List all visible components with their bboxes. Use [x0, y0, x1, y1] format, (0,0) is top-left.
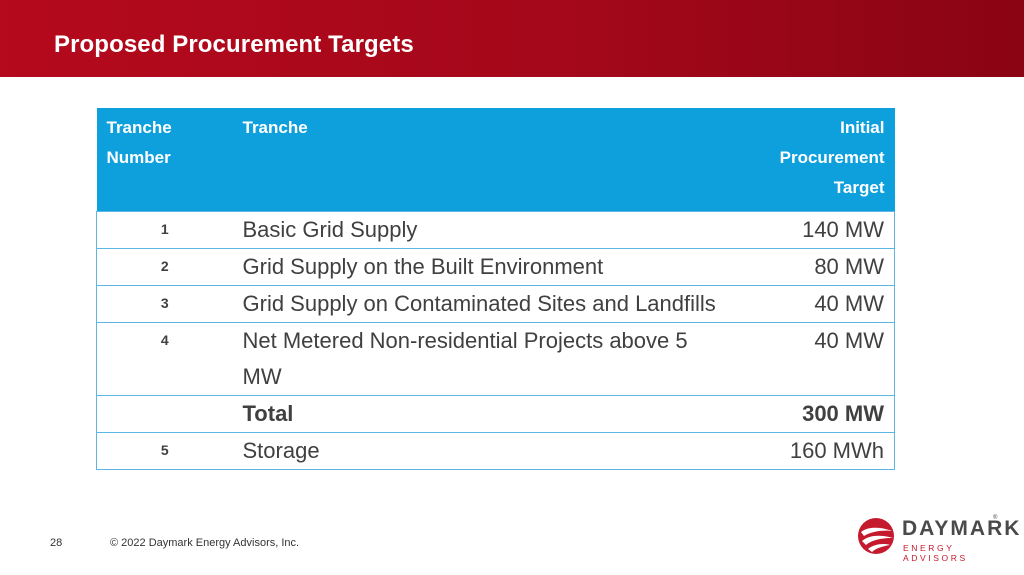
procurement-target-cell: 140 MW	[726, 211, 895, 249]
daymark-logo: DAYMARK ® ENERGY ADVISORS	[856, 515, 1019, 563]
procurement-target-cell: 40 MW	[726, 285, 895, 323]
table-row: 1 Basic Grid Supply 140 MW	[96, 211, 895, 249]
procurement-target-cell: 40 MW	[726, 322, 895, 396]
table-row: 4 Net Metered Non-residential Projects a…	[96, 322, 895, 396]
slide-title: Proposed Procurement Targets	[54, 31, 414, 58]
tranche-name-cell: Grid Supply on the Built Environment	[232, 248, 727, 286]
tranche-number-cell: 5	[96, 432, 233, 470]
table-row: 2 Grid Supply on the Built Environment 8…	[96, 248, 895, 286]
table-row: 3 Grid Supply on Contaminated Sites and …	[96, 285, 895, 323]
column-header-tranche: Tranche	[232, 108, 727, 212]
column-header-tranche-number: Tranche Number	[96, 108, 233, 212]
tranche-number-cell: 2	[96, 248, 233, 286]
tranche-number-cell: 1	[96, 211, 233, 249]
procurement-targets-table: Tranche Number Tranche Initial Procureme…	[96, 108, 895, 470]
logo-registered-mark: ®	[993, 515, 998, 521]
procurement-target-cell: 160 MWh	[726, 432, 895, 470]
table-header-row: Tranche Number Tranche Initial Procureme…	[96, 108, 895, 212]
total-label-cell: Total	[232, 395, 727, 433]
tranche-name-cell: Basic Grid Supply	[232, 211, 727, 249]
copyright-notice: © 2022 Daymark Energy Advisors, Inc.	[110, 537, 300, 549]
procurement-target-cell: 80 MW	[726, 248, 895, 286]
tranche-name-cell: Grid Supply on Contaminated Sites and La…	[232, 285, 727, 323]
title-banner: Proposed Procurement Targets	[0, 0, 1024, 77]
tranche-number-cell: 4	[96, 322, 233, 396]
logo-wordmark: DAYMARK	[902, 517, 1022, 540]
total-target-cell: 300 MW	[726, 395, 895, 433]
column-header-initial-procurement-target: Initial Procurement Target	[726, 108, 895, 212]
table-row: 5 Storage 160 MWh	[96, 432, 895, 470]
tranche-name-cell: Net Metered Non-residential Projects abo…	[232, 322, 727, 396]
slide-number: 28	[50, 537, 63, 549]
tranche-name-cell: Storage	[232, 432, 727, 470]
daymark-logo-icon	[858, 518, 894, 554]
logo-tagline: ENERGY ADVISORS	[903, 543, 968, 563]
table-row-total: Total 300 MW	[96, 395, 895, 433]
tranche-number-cell	[96, 395, 233, 433]
tranche-number-cell: 3	[96, 285, 233, 323]
